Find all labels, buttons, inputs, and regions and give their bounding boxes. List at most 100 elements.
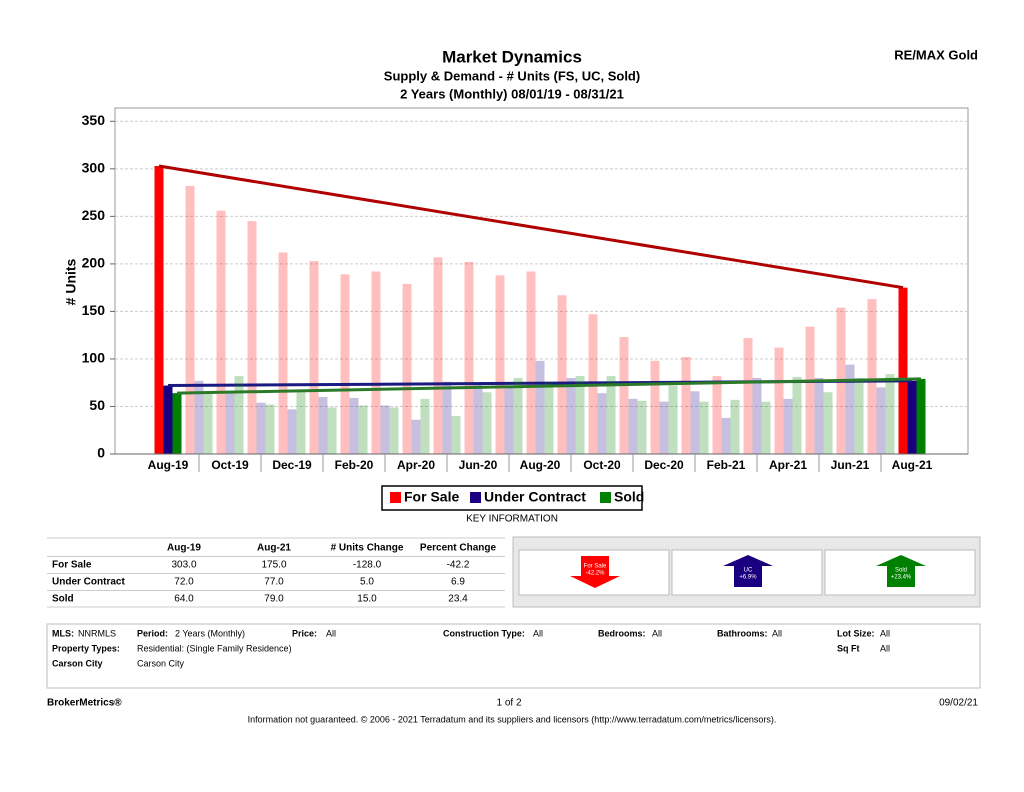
column-header: Percent Change (420, 543, 497, 554)
bar (154, 165, 164, 454)
bar (681, 357, 691, 454)
table-cell: 64.0 (174, 594, 194, 605)
y-tick-label: 100 (82, 350, 106, 366)
bar (340, 274, 350, 454)
table-cell: 77.0 (264, 577, 284, 588)
table-cell: 79.0 (264, 594, 284, 605)
x-tick-label: Jun-21 (831, 458, 870, 472)
legend-swatch (470, 492, 481, 503)
bar (606, 376, 616, 454)
trend-line (158, 164, 904, 290)
bar (513, 377, 523, 454)
bar (451, 415, 461, 454)
bar (433, 257, 443, 454)
filter-value: All (880, 643, 890, 653)
x-tick-label: Oct-20 (583, 458, 621, 472)
table-cell: 23.4 (448, 594, 468, 605)
bar (619, 337, 629, 454)
chart-title: Market Dynamics (442, 47, 582, 66)
bar (690, 391, 700, 454)
plot-area: 0 50 100 150 200 250 300 350 Aug-19 Oct-19 Dec-19 F… (82, 112, 968, 472)
bar (721, 417, 731, 454)
table-cell: -42.2 (447, 560, 470, 571)
bar (371, 271, 381, 454)
filter-label: Bathrooms: (717, 628, 768, 638)
x-tick-label: Jun-20 (459, 458, 498, 472)
bar (761, 401, 771, 454)
row-header: For Sale (52, 560, 92, 571)
table-cell: 15.0 (357, 594, 377, 605)
bar (712, 376, 722, 454)
filters: MLS: NNRMLS Period: 2 Years (Monthly) Price:… (52, 628, 890, 668)
bar (628, 398, 638, 454)
table-cell: 175.0 (261, 560, 286, 571)
key-table: Aug-19 Aug-21 # Units Change Percent Change… (47, 537, 505, 608)
bar (225, 393, 235, 454)
bar (916, 378, 926, 454)
bar (637, 400, 647, 454)
bar (473, 382, 483, 454)
bar (885, 374, 895, 454)
y-tick-label: 250 (82, 207, 106, 223)
filter-label: MLS: (52, 628, 74, 638)
bar (668, 385, 678, 454)
y-tick-label: 200 (82, 255, 106, 271)
filter-label: Carson City (52, 658, 103, 668)
bar (774, 347, 784, 454)
bar (597, 393, 607, 454)
legend: For Sale Under Contract Sold (390, 489, 644, 505)
bar (544, 382, 554, 454)
legend-label: Sold (614, 489, 644, 505)
footer-page: 1 of 2 (496, 698, 521, 709)
bar (650, 360, 660, 454)
legend-label: Under Contract (484, 489, 586, 505)
bar (876, 387, 886, 454)
y-tick-label: 150 (82, 302, 106, 318)
bar (318, 396, 328, 454)
filter-value: All (652, 628, 662, 638)
filter-value: 2 Years (Monthly) (175, 628, 245, 638)
y-tick-label: 50 (89, 397, 105, 413)
filter-label: Bedrooms: (598, 628, 646, 638)
bar (823, 392, 833, 454)
x-tick-label: Feb-21 (707, 458, 746, 472)
footer-brand: BrokerMetrics® (47, 698, 122, 709)
bar (194, 380, 204, 454)
bar (898, 287, 908, 454)
brand: RE/MAX Gold (894, 47, 978, 62)
bar (287, 409, 297, 454)
column-header: # Units Change (331, 543, 404, 554)
filter-label: Period: (137, 628, 168, 638)
y-tick-label: 0 (97, 445, 105, 461)
filter-value: All (772, 628, 782, 638)
filter-value: All (326, 628, 336, 638)
table-cell: -128.0 (353, 560, 382, 571)
bar (482, 392, 492, 454)
filter-label: Lot Size: (837, 628, 875, 638)
bar (256, 402, 266, 454)
bar (411, 419, 421, 454)
table-cell: 303.0 (171, 560, 196, 571)
bar (389, 407, 399, 454)
bar (278, 252, 288, 454)
row-header: Sold (52, 594, 74, 605)
legend-swatch (600, 492, 611, 503)
bar (699, 401, 709, 454)
chart-subtitle: 2 Years (Monthly) 08/01/19 - 08/31/21 (400, 86, 624, 101)
filter-value: All (533, 628, 543, 638)
bar (495, 275, 505, 454)
table-cell: 5.0 (360, 577, 374, 588)
x-tick-label: Feb-20 (335, 458, 374, 472)
filter-value: Residential: (Single Family Residence) (137, 643, 292, 653)
legend-box (381, 485, 643, 511)
indicator-change: +6.9% (739, 575, 757, 581)
bar (535, 360, 545, 454)
y-axis-label: # Units (63, 258, 79, 305)
filter-value: All (880, 628, 890, 638)
bar (752, 377, 762, 454)
bar (172, 393, 182, 454)
indicator-label: Sold (895, 568, 907, 574)
indicator-label: UC (744, 568, 753, 574)
bar (783, 398, 793, 454)
x-tick-label: Aug-20 (520, 458, 561, 472)
